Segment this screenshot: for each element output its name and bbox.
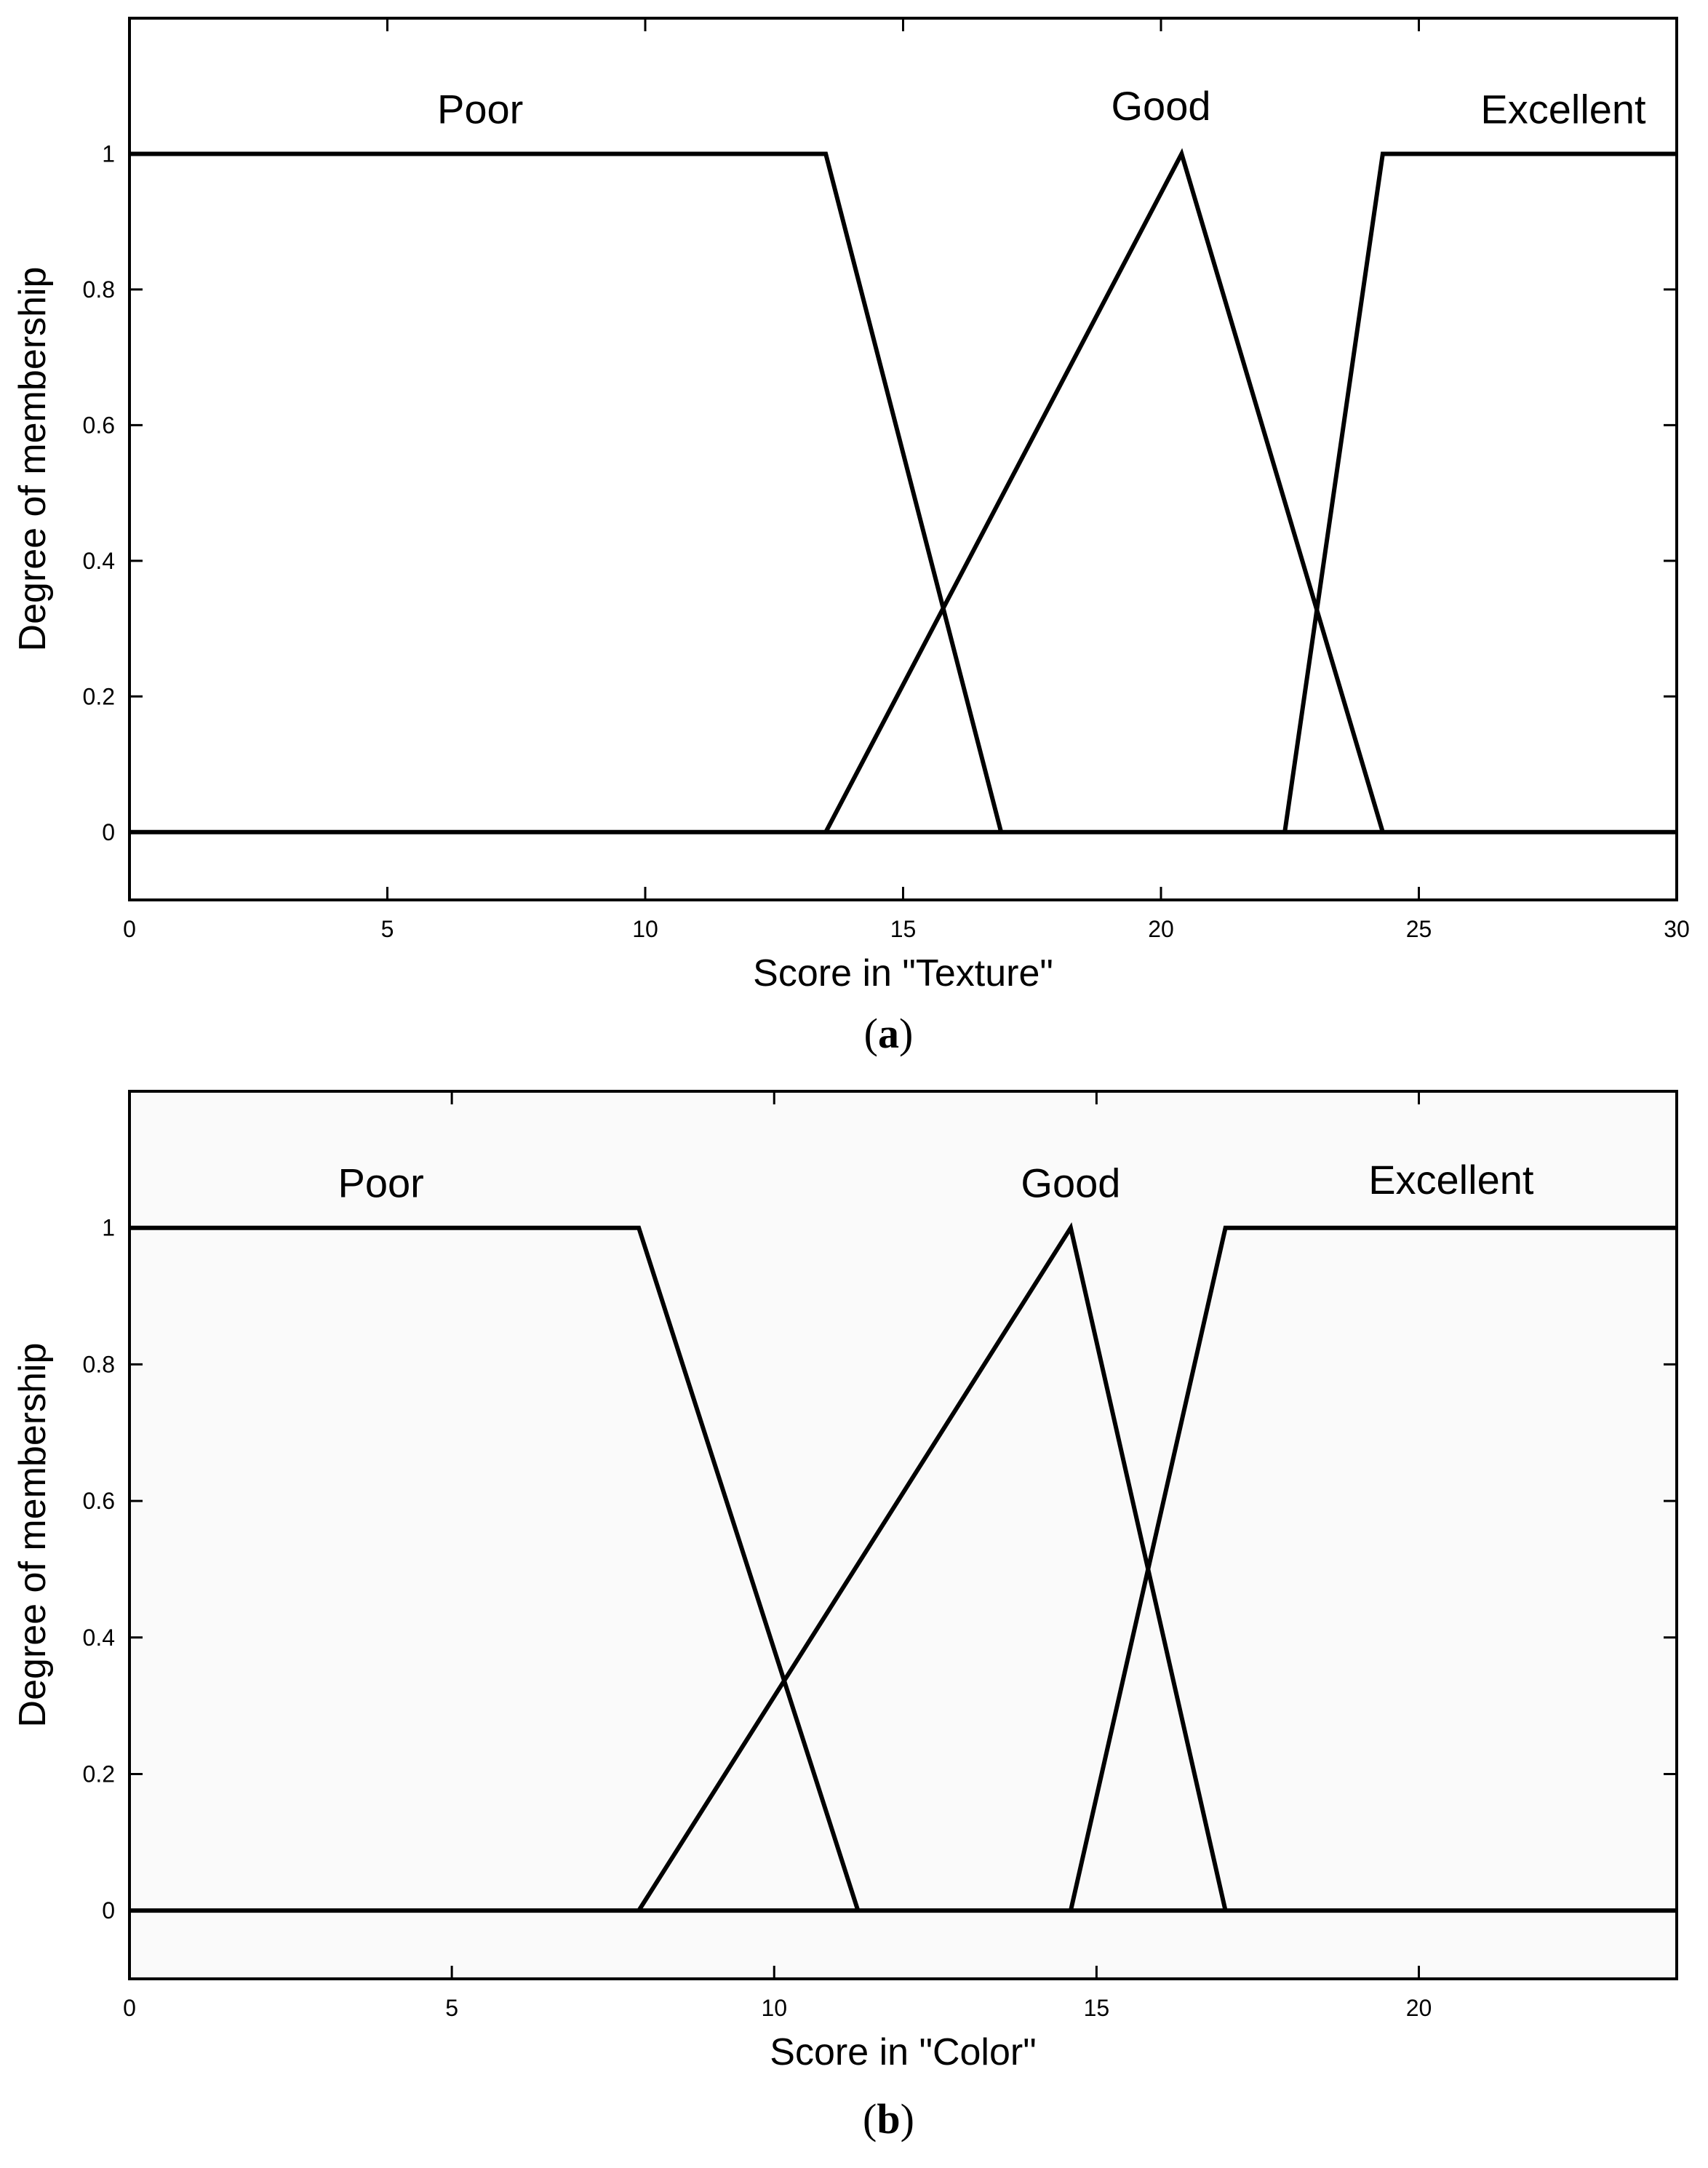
panel-label-close: ) [901, 2095, 914, 2143]
y-axis-label: Degree of membership [12, 1343, 54, 1728]
x-tick-label: 10 [632, 916, 658, 942]
series-label-poor: Poor [338, 1160, 423, 1205]
series-line-excellent [1282, 151, 1677, 833]
x-tick-label: 20 [1148, 916, 1174, 942]
y-tick-label: 0.2 [83, 683, 115, 709]
plot-frame [128, 17, 1678, 901]
x-tick-label: 15 [890, 916, 917, 942]
y-tick-label: 0.4 [83, 1625, 115, 1651]
x-tick-label: 5 [445, 1995, 458, 2021]
y-tick-label: 1 [102, 140, 115, 167]
panel-label-close: ) [899, 1010, 913, 1057]
y-axis-label: Degree of membership [12, 267, 54, 652]
x-tick-label: 25 [1406, 916, 1432, 942]
y-tick-label: 0 [102, 819, 115, 845]
x-tick-label: 0 [123, 916, 136, 942]
x-tick-label: 10 [761, 1995, 787, 2021]
y-tick-label: 1 [102, 1215, 115, 1241]
y-tick-label: 0.8 [83, 276, 115, 303]
x-tick-label: 20 [1406, 1995, 1432, 2021]
y-tick-label: 0 [102, 1897, 115, 1924]
y-tick-label: 0.6 [83, 412, 115, 438]
x-tick-label: 0 [123, 1995, 136, 2021]
plot-area [129, 1091, 1677, 1979]
panel-label: (a) [864, 1010, 914, 1057]
series-label-good: Good [1021, 1160, 1120, 1205]
series-label-excellent: Excellent [1368, 1157, 1534, 1203]
x-axis-label: Score in "Texture" [753, 952, 1053, 995]
y-tick-label: 0.2 [83, 1761, 115, 1787]
series-label-excellent: Excellent [1480, 87, 1646, 132]
series-line-excellent [1068, 1225, 1677, 1911]
series-label-good: Good [1112, 83, 1211, 129]
x-tick-label: 15 [1084, 1995, 1110, 2021]
chart-a: 0 5 10 15 20 25 30 0 0.2 0.4 0.6 0.8 1 Poor Good Excell… [12, 17, 1690, 1057]
chart-b: 0 5 10 15 20 0 0.2 0.4 0.6 0.8 1 Poor Good Excellent S… [12, 1090, 1678, 2143]
panel-label-letter: a [878, 1010, 899, 1057]
y-tick-label: 0.8 [83, 1351, 115, 1377]
x-axis-label: Score in "Color" [770, 2031, 1036, 2073]
panel-label-open: ( [863, 2095, 877, 2143]
panel-label-letter: b [877, 2095, 900, 2143]
panel-label: (b) [863, 2095, 914, 2143]
y-tick-label: 0.6 [83, 1488, 115, 1514]
x-tick-label: 30 [1664, 916, 1690, 942]
y-tick-label: 0.4 [83, 548, 115, 574]
series-line-good [636, 1222, 1228, 1912]
series-label-poor: Poor [437, 87, 523, 132]
plot-frame [128, 1090, 1678, 1980]
panel-label-open: ( [864, 1010, 878, 1057]
x-tick-label: 5 [381, 916, 394, 942]
